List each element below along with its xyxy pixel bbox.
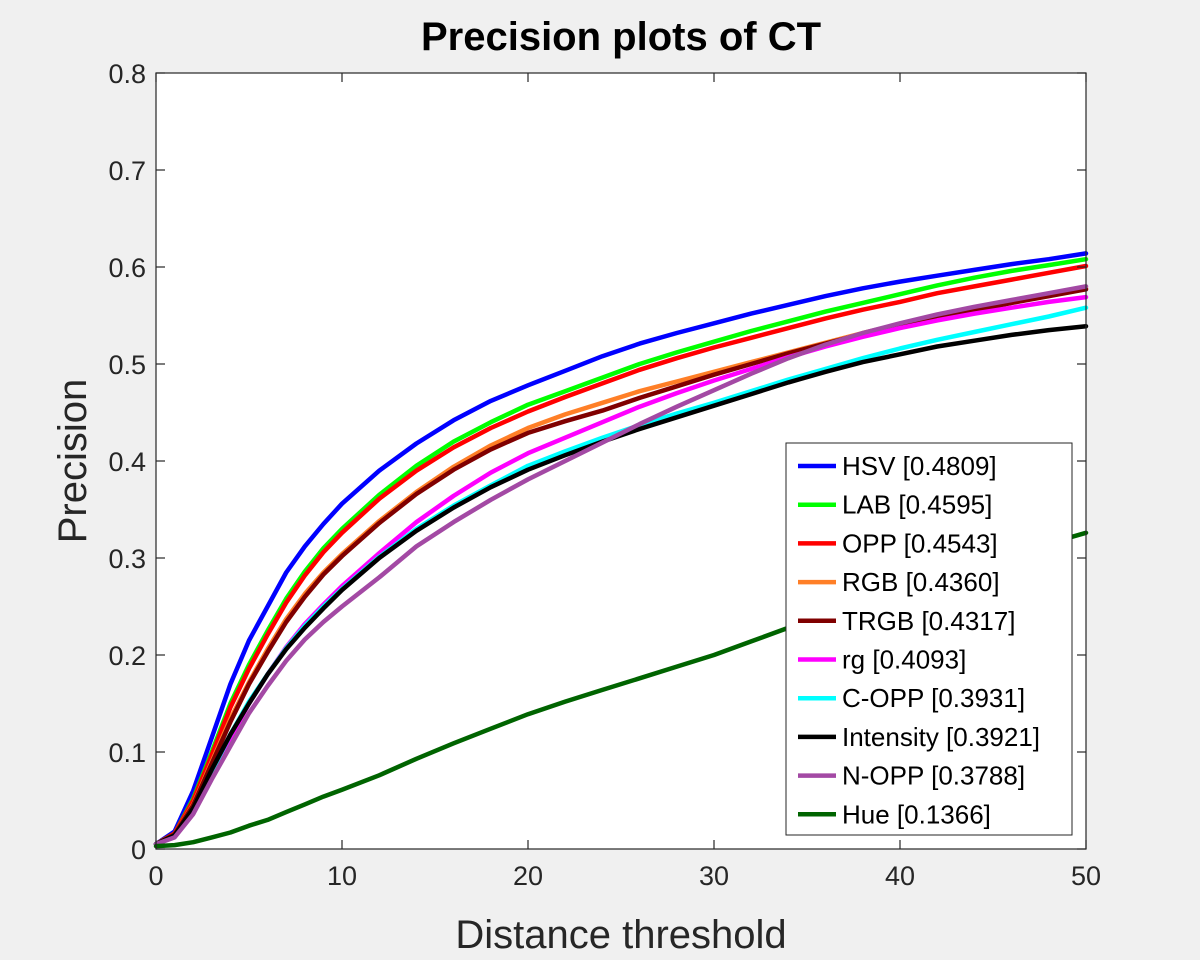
x-tick-label-4: 40 bbox=[885, 861, 915, 891]
chart-title: Precision plots of CT bbox=[421, 15, 821, 59]
x-tick-label-3: 30 bbox=[699, 861, 729, 891]
legend-box bbox=[785, 442, 1073, 836]
y-tick-label-0: 0 bbox=[131, 835, 146, 865]
y-tick-label-5: 0.5 bbox=[108, 350, 146, 380]
y-axis-title: Precision bbox=[51, 379, 95, 544]
series-line-0 bbox=[153, 251, 1089, 847]
legend-label-8: N-OPP [0.3788] bbox=[842, 761, 1025, 791]
x-tick-label-2: 20 bbox=[513, 861, 543, 891]
x-axis-title: Distance threshold bbox=[455, 913, 786, 957]
legend: HSV [0.4809] LAB [0.4595] OPP [0.4543] RGB … bbox=[785, 442, 1073, 836]
legend-label-0: HSV [0.4809] bbox=[842, 451, 997, 481]
legend-label-3: RGB [0.4360] bbox=[842, 567, 1000, 597]
x-tick-label-1: 10 bbox=[327, 861, 357, 891]
legend-label-6: C-OPP [0.3931] bbox=[842, 683, 1025, 713]
y-tick-label-6: 0.6 bbox=[108, 253, 146, 283]
y-tick-label-8: 0.8 bbox=[108, 59, 146, 89]
legend-label-7: Intensity [0.3921] bbox=[842, 722, 1040, 752]
y-tick-label-4: 0.4 bbox=[108, 447, 146, 477]
x-tick-label-0: 0 bbox=[148, 861, 163, 891]
series-line-7 bbox=[153, 323, 1089, 847]
legend-label-4: TRGB [0.4317] bbox=[842, 606, 1015, 636]
legend-label-9: Hue [0.1366] bbox=[842, 799, 991, 829]
y-tick-label-2: 0.2 bbox=[108, 641, 146, 671]
series-line-2 bbox=[153, 263, 1089, 847]
legend-label-1: LAB [0.4595] bbox=[842, 490, 992, 520]
y-tick-label-3: 0.3 bbox=[108, 544, 146, 574]
y-tick-label-1: 0.1 bbox=[108, 738, 146, 768]
legend-label-5: rg [0.4093] bbox=[842, 645, 966, 675]
y-tick-label-7: 0.7 bbox=[108, 156, 146, 186]
x-tick-label-5: 50 bbox=[1071, 861, 1101, 891]
legend-label-2: OPP [0.4543] bbox=[842, 528, 998, 558]
series-line-8 bbox=[153, 284, 1089, 847]
axis-ticks: 0 10 20 30 40 50 0 0.1 0.2 0.3 0.4 0.5 0.6 0.7 0.8 bbox=[108, 59, 1101, 891]
